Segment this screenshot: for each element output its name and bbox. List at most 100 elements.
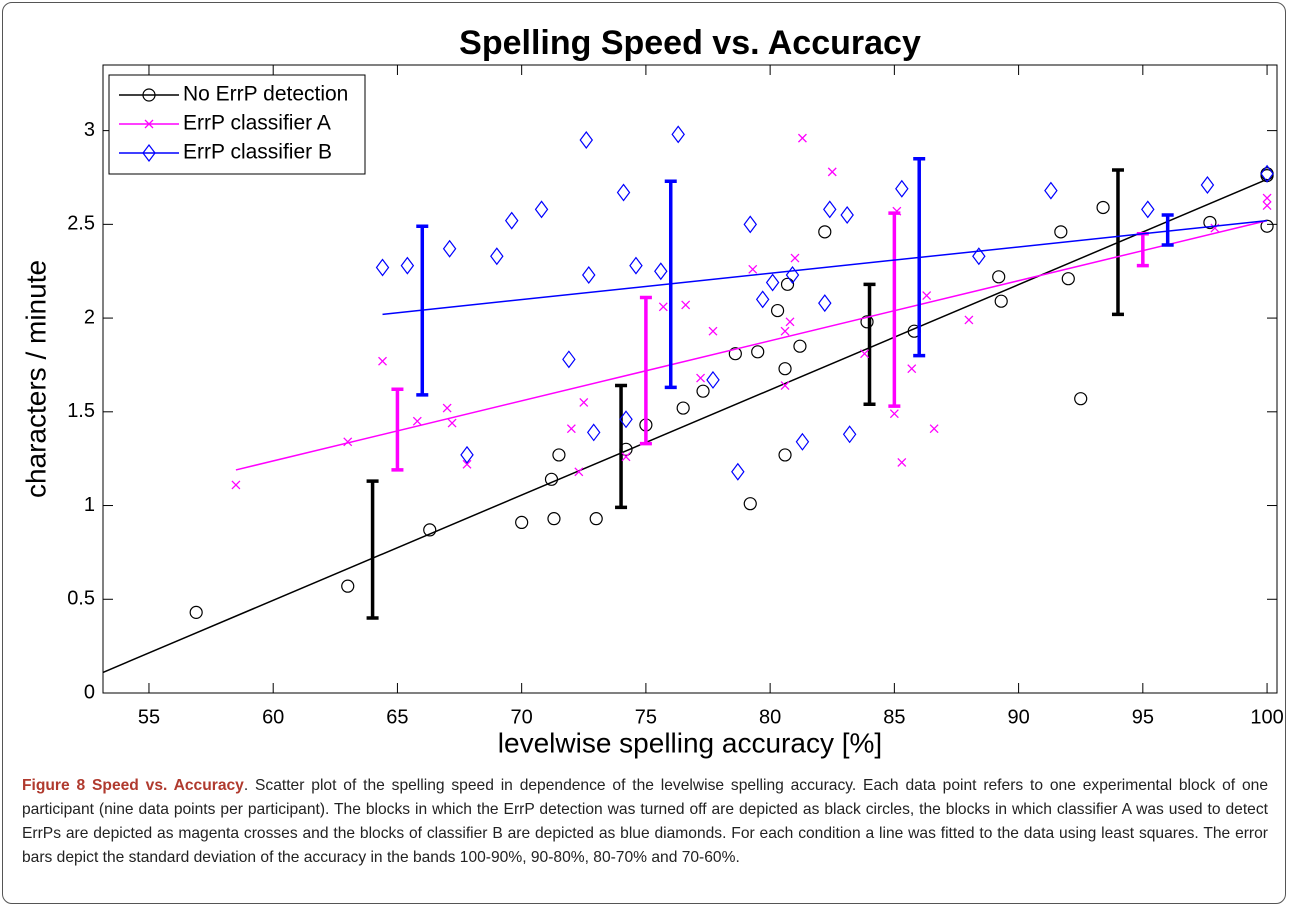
point [1262, 193, 1272, 203]
point [462, 459, 472, 469]
x-tick-label: 60 [262, 706, 284, 728]
error-bar [1111, 168, 1124, 317]
point [907, 364, 917, 374]
chart: Spelling Speed vs. Accuracy levelwise sp… [20, 24, 1283, 758]
point [579, 397, 589, 407]
point [827, 167, 837, 177]
point [544, 472, 559, 486]
point [547, 512, 561, 526]
error-bar [913, 156, 926, 358]
point [818, 225, 832, 239]
point [343, 437, 353, 447]
point [751, 345, 765, 359]
point [840, 205, 854, 224]
x-tick-label: 75 [635, 706, 657, 728]
point [842, 425, 857, 444]
point [579, 130, 594, 149]
point [823, 200, 837, 219]
point [460, 445, 474, 464]
point [490, 247, 504, 266]
point [574, 467, 584, 477]
x-tick-label: 100 [1250, 706, 1283, 728]
point [1141, 200, 1155, 219]
point [708, 326, 718, 336]
y-tick-label: 2.5 [67, 213, 95, 235]
point [778, 448, 792, 462]
point [780, 381, 790, 391]
y-tick-label: 1 [84, 494, 95, 516]
legend-label: ErrP classifier A [183, 112, 331, 135]
legend-marker [142, 144, 156, 162]
point [731, 462, 745, 481]
x-tick-label: 95 [1132, 706, 1154, 728]
caption-text: . Scatter plot of the spelling speed in … [22, 777, 1269, 866]
fit-line [235, 219, 1268, 471]
point [696, 373, 706, 383]
error-bar [416, 224, 429, 397]
point [621, 452, 631, 462]
point [504, 211, 519, 230]
x-axis-label: levelwise spelling accuracy [%] [498, 727, 882, 758]
point [400, 256, 415, 275]
point [897, 457, 907, 467]
point [671, 125, 685, 144]
point [616, 183, 631, 202]
point [1061, 272, 1075, 286]
point [1260, 164, 1274, 183]
point [765, 273, 780, 292]
y-tick-label: 0.5 [67, 588, 95, 610]
point [743, 215, 758, 234]
point [1054, 225, 1068, 239]
point [994, 294, 1008, 308]
x-tick-label: 80 [759, 706, 781, 728]
legend-label: ErrP classifier B [183, 141, 332, 164]
point [706, 370, 720, 389]
point [1203, 215, 1217, 230]
point [681, 300, 691, 310]
point [586, 423, 601, 442]
error-bar [888, 211, 901, 408]
caption: Figure 8 Speed vs. Accuracy. Scatter plo… [22, 774, 1268, 870]
point [728, 347, 742, 361]
point [780, 277, 795, 291]
point [1200, 175, 1215, 194]
x-tick-label: 70 [511, 706, 533, 728]
point [231, 480, 241, 490]
y-tick-label: 0 [84, 681, 95, 703]
point [922, 291, 932, 301]
y-tick-label: 2 [84, 306, 95, 328]
y-tick-label: 1.5 [67, 400, 95, 422]
point [860, 315, 874, 329]
error-bar [615, 383, 628, 510]
error-bar [1161, 213, 1174, 247]
point [770, 303, 785, 318]
point [860, 349, 870, 359]
plot-area [102, 64, 1278, 694]
fit-line [382, 219, 1268, 316]
point [889, 409, 899, 419]
y-axis-label: characters / minute [20, 260, 51, 498]
point [442, 403, 452, 413]
point [619, 410, 633, 429]
point [375, 258, 390, 277]
error-bar [863, 282, 876, 407]
x-tick-label: 85 [883, 706, 905, 728]
point [793, 339, 807, 353]
point [895, 179, 909, 198]
point [562, 350, 576, 369]
point [778, 362, 792, 376]
point [797, 133, 807, 143]
point [442, 239, 457, 258]
point [992, 270, 1006, 284]
point [929, 424, 939, 434]
caption-label: Figure 8 Speed vs. Accuracy [22, 777, 244, 794]
point [378, 356, 387, 366]
point [423, 523, 437, 537]
legend-marker [142, 88, 156, 102]
point [780, 326, 790, 336]
point [629, 256, 643, 275]
legend-label: No ErrP detection [183, 83, 348, 106]
point [189, 605, 203, 619]
x-tick-label: 55 [138, 706, 160, 728]
